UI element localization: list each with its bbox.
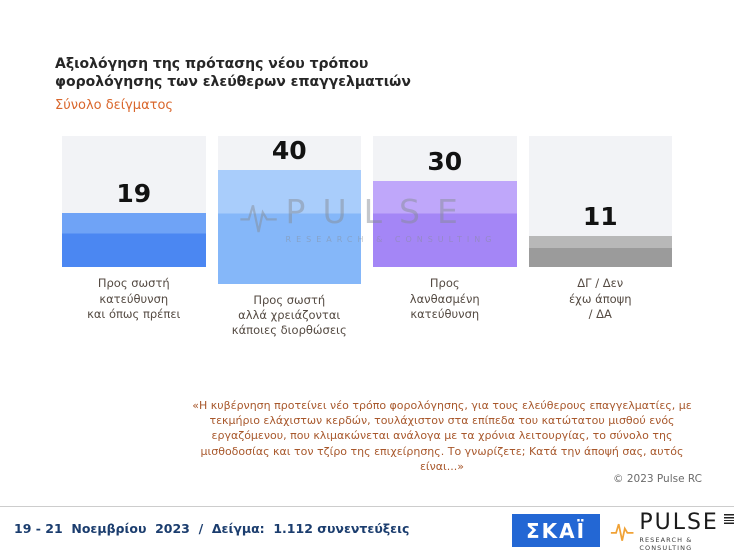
pulse-logo-subtext: RESEARCH & CONSULTING <box>639 536 693 552</box>
bar-label: Προς σωστή κατεύθυνση και όπως πρέπει <box>87 276 181 321</box>
fieldwork-dates-text: 19 - 21 Νοεμβρίου 2023 / Δείγμα: 1.112 σ… <box>14 521 410 536</box>
bar-label: Προς σωστή αλλά χρειάζονται κάποιες διορ… <box>231 293 347 338</box>
bar-value: 19 <box>116 179 152 209</box>
bar <box>528 236 672 268</box>
barcode-icon <box>723 514 734 525</box>
bar-column: 11 ΔΓ / Δεν έχω άποψη / ΔΑ <box>528 136 672 322</box>
bar-column: 40 Προς σωστή αλλά χρειάζονται κάποιες δ… <box>217 136 361 337</box>
footer-divider <box>0 506 734 507</box>
bar-label: ΔΓ / Δεν έχω άποψη / ΔΑ <box>568 276 632 321</box>
page-subtitle: Σύνολο δείγματος <box>55 98 174 114</box>
bar-column: 19 Προς σωστή κατεύθυνση και όπως πρέπει <box>62 136 206 322</box>
bar-panel: 11 <box>528 136 672 268</box>
copyright-text: © 2023 Pulse RC <box>613 473 702 485</box>
pulse-waveform-icon <box>610 523 634 541</box>
bar <box>217 170 361 284</box>
bar <box>373 181 517 268</box>
pulse-logo: PULSE RESEARCH & CONSULTING <box>610 512 734 552</box>
bar-value: 40 <box>271 136 307 165</box>
bar-panel: 19 <box>62 136 206 268</box>
pulse-logo-text-block: PULSE RESEARCH & CONSULTING <box>639 512 734 552</box>
bar-panel: 30 <box>373 136 517 268</box>
bar-column: 30 Προς λανθασμένη κατεύθυνση <box>373 136 517 322</box>
bar-chart: 19 Προς σωστή κατεύθυνση και όπως πρέπει… <box>62 136 672 337</box>
header: Αξιολόγηση της πρότασης νέου τρόπου φορο… <box>55 55 411 113</box>
pulse-logo-row: PULSE <box>639 512 734 534</box>
bar <box>62 213 206 268</box>
bar-label: Προς λανθασμένη κατεύθυνση <box>409 276 480 321</box>
skai-logo: ΣΚΑΪ <box>512 514 600 547</box>
bar-panel: 40 <box>217 136 361 284</box>
skai-logo-text: ΣΚΑΪ <box>525 518 587 543</box>
bar-value: 30 <box>427 147 463 177</box>
bar-value: 11 <box>582 202 618 232</box>
pulse-logo-text: PULSE <box>639 510 719 535</box>
page-title: Αξιολόγηση της πρότασης νέου τρόπου φορο… <box>55 56 411 91</box>
survey-question-text: «Η κυβέρνηση προτείνει νέο τρόπο φορολόγ… <box>192 399 692 473</box>
